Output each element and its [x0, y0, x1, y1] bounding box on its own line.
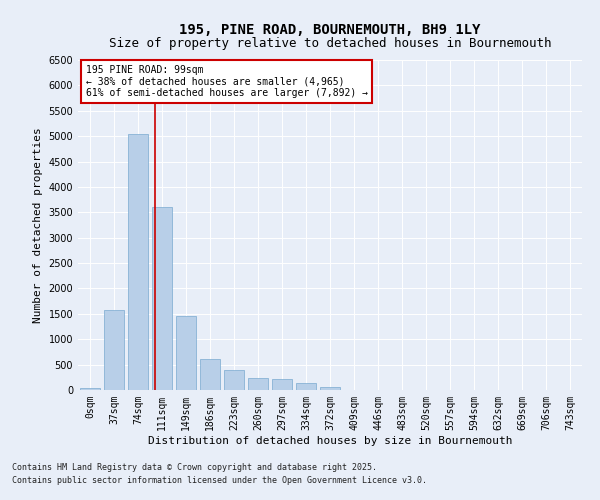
Bar: [80, 388, 100, 390]
Bar: [128, 134, 148, 390]
Bar: [200, 358, 220, 390]
Bar: [224, 370, 244, 390]
Bar: [320, 388, 340, 390]
X-axis label: Distribution of detached houses by size in Bournemouth: Distribution of detached houses by size …: [148, 436, 512, 446]
Bar: [248, 378, 268, 390]
Text: Size of property relative to detached houses in Bournemouth: Size of property relative to detached ho…: [109, 38, 551, 51]
Bar: [176, 316, 196, 390]
Bar: [296, 384, 316, 390]
Text: Contains public sector information licensed under the Open Government Licence v3: Contains public sector information licen…: [12, 476, 427, 485]
Bar: [272, 380, 292, 390]
Bar: [152, 207, 172, 390]
Bar: [104, 310, 124, 390]
Text: Contains HM Land Registry data © Crown copyright and database right 2025.: Contains HM Land Registry data © Crown c…: [12, 464, 377, 472]
Y-axis label: Number of detached properties: Number of detached properties: [33, 127, 43, 323]
Text: 195, PINE ROAD, BOURNEMOUTH, BH9 1LY: 195, PINE ROAD, BOURNEMOUTH, BH9 1LY: [179, 22, 481, 36]
Text: 195 PINE ROAD: 99sqm
← 38% of detached houses are smaller (4,965)
61% of semi-de: 195 PINE ROAD: 99sqm ← 38% of detached h…: [86, 65, 368, 98]
